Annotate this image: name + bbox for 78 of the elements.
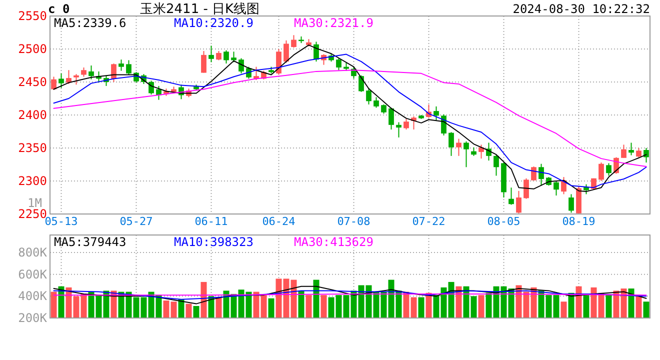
candlestick [284, 40, 289, 64]
candlestick [111, 63, 116, 82]
candlestick [231, 51, 236, 63]
line-series [53, 70, 647, 167]
candlestick [276, 48, 282, 76]
candlestick [126, 60, 132, 76]
y-tick-label: 2500 [18, 42, 47, 56]
candlestick [88, 65, 94, 80]
x-tick-label: 08-19 [562, 215, 596, 228]
candlestick [388, 107, 394, 130]
y-tick-label: 2300 [18, 174, 47, 188]
line-series [53, 286, 647, 304]
text: MA5:379443 [54, 235, 126, 249]
candlestick [358, 74, 364, 92]
text: MA30:413629 [294, 235, 374, 249]
y-tick-label: 2350 [18, 141, 47, 155]
candlestick [291, 34, 296, 48]
text: 1M [28, 196, 42, 210]
candlestick [58, 72, 64, 88]
y-tick-label: 2400 [18, 108, 47, 122]
candlestick [486, 142, 492, 162]
text: MA10:398323 [174, 235, 254, 249]
candlestick [404, 118, 409, 130]
candlestick [448, 132, 454, 156]
x-tick-label: 07-22 [412, 215, 446, 228]
annotation: 2024-08-30 10:22:32 [512, 2, 650, 16]
annotation: c 0 [48, 2, 70, 16]
candlestick [628, 142, 634, 156]
y-tick-label: 400K [18, 289, 48, 304]
candlestick [238, 58, 244, 74]
candlestick [538, 163, 544, 186]
candlestick [524, 178, 529, 200]
y-tick-label: 800K [18, 245, 48, 260]
candlestick [396, 122, 402, 138]
candlestick [606, 162, 612, 176]
candlestick [201, 50, 206, 74]
candlestick [66, 70, 72, 84]
text: MA5:2339.6 [54, 16, 126, 30]
candlestick [644, 148, 649, 164]
candlestick [636, 148, 642, 158]
candlestick [434, 106, 439, 121]
x-tick-label: 05-27 [120, 215, 153, 228]
x-tick-label: 06-24 [262, 215, 296, 228]
line-series [53, 290, 647, 300]
candlestick [598, 162, 604, 182]
candlestick [224, 50, 229, 64]
candlestick [381, 104, 386, 114]
candlestick [531, 166, 536, 181]
y-tick-label: 600K [18, 267, 48, 282]
candlestick [74, 74, 79, 86]
candlestick [51, 76, 56, 90]
y-tick-label: 200K [18, 311, 48, 325]
candlestick [366, 87, 372, 105]
x-tick-label: 08-05 [487, 215, 520, 228]
candlestick [81, 66, 86, 78]
candlestick [494, 154, 499, 176]
chart-title: 玉米2411 - 日K线图 [140, 2, 260, 17]
y-tick-label: 2550 [18, 9, 47, 23]
candlestick [621, 144, 626, 158]
candlestick [568, 194, 574, 214]
candlestick [508, 187, 514, 206]
candlestick [516, 190, 522, 214]
candlestick [456, 138, 462, 156]
candlestick [336, 58, 342, 71]
y-tick-label: 2250 [18, 207, 47, 221]
candlestick [118, 59, 124, 72]
text: MA30:2321.9 [294, 16, 374, 30]
candlestick [148, 80, 154, 96]
y-tick-label: 2450 [18, 75, 47, 89]
x-tick-label: 06-11 [194, 215, 228, 228]
candlestick [216, 50, 222, 61]
candlestick [464, 140, 469, 168]
candlestick [208, 45, 214, 63]
candlestick [374, 96, 379, 108]
text: MA10:2320.9 [174, 16, 254, 30]
x-tick-label: 07-08 [337, 215, 370, 228]
x-tick-label: 05-13 [44, 215, 78, 228]
candlestick [554, 180, 559, 196]
